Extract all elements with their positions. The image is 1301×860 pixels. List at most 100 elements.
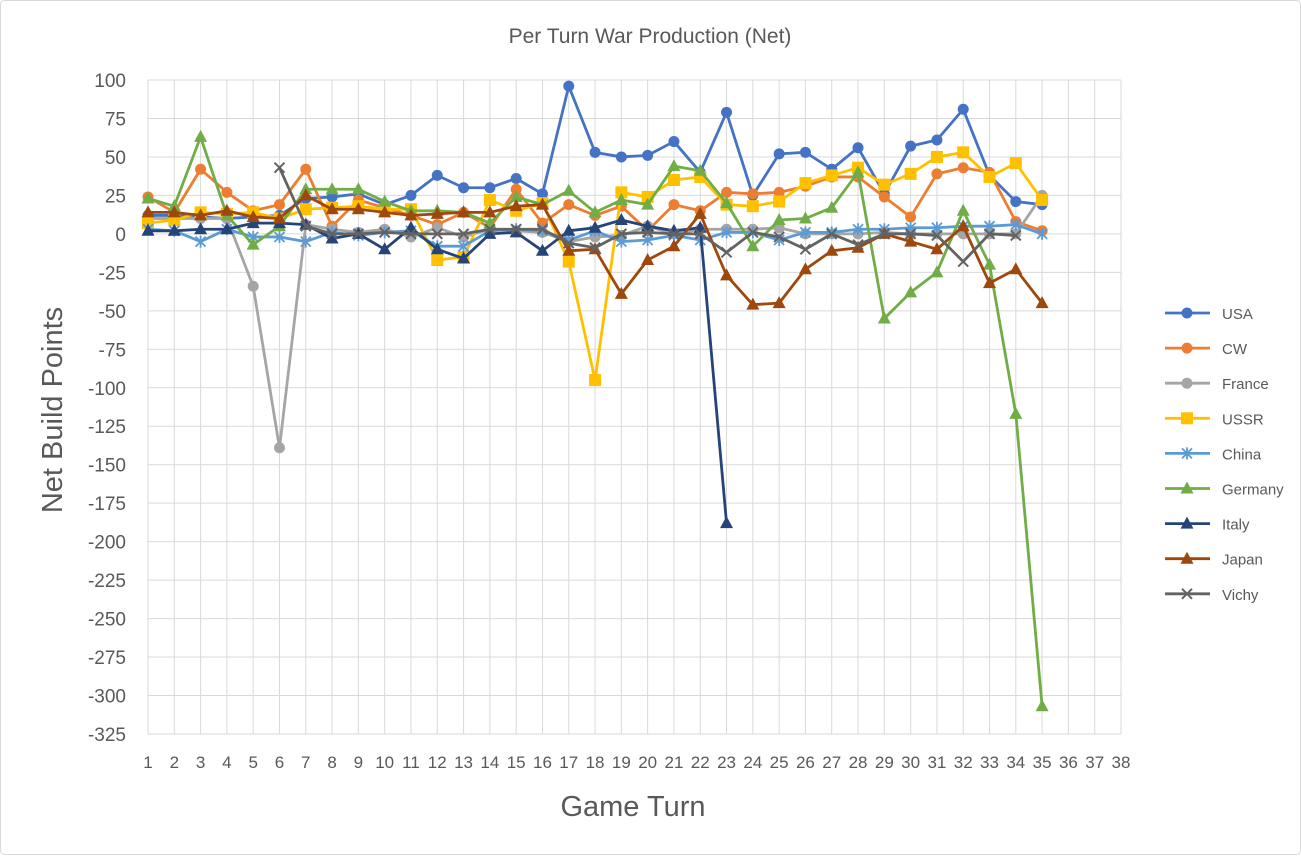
x-tick-label: 23 bbox=[717, 753, 736, 772]
data-point bbox=[247, 280, 259, 292]
data-point bbox=[1010, 196, 1022, 208]
data-point bbox=[747, 226, 759, 239]
x-tick-label: 17 bbox=[559, 753, 578, 772]
data-point bbox=[905, 140, 917, 152]
data-point bbox=[273, 442, 285, 454]
x-tick-label: 24 bbox=[743, 753, 762, 772]
x-tick-label: 9 bbox=[354, 753, 363, 772]
data-point bbox=[798, 262, 812, 275]
data-point bbox=[378, 242, 392, 255]
data-point bbox=[957, 146, 970, 159]
x-tick-label: 26 bbox=[796, 753, 815, 772]
data-point bbox=[167, 199, 181, 212]
data-point bbox=[667, 239, 681, 252]
data-point bbox=[405, 189, 417, 201]
data-point bbox=[641, 226, 654, 239]
x-tick-label: 38 bbox=[1112, 753, 1131, 772]
x-tick-label: 18 bbox=[586, 753, 605, 772]
data-point bbox=[510, 223, 522, 235]
data-point bbox=[878, 191, 890, 203]
data-point bbox=[589, 374, 602, 387]
x-tick-label: 1 bbox=[143, 753, 152, 772]
x-tick-label: 36 bbox=[1059, 753, 1078, 772]
data-point bbox=[956, 219, 970, 232]
data-point bbox=[667, 159, 681, 172]
data-point bbox=[588, 220, 602, 233]
data-point bbox=[562, 255, 575, 268]
data-point bbox=[720, 196, 734, 209]
data-point bbox=[194, 235, 207, 248]
data-point bbox=[457, 228, 470, 240]
data-point bbox=[615, 151, 627, 163]
data-point bbox=[904, 234, 918, 247]
data-point bbox=[721, 106, 733, 118]
legend-label: USSR bbox=[1222, 411, 1264, 428]
data-point bbox=[957, 162, 969, 174]
data-point bbox=[667, 174, 680, 187]
legend-marker bbox=[1181, 447, 1193, 460]
legend-marker bbox=[1181, 377, 1193, 389]
data-point bbox=[457, 240, 470, 253]
x-tick-label: 5 bbox=[248, 753, 257, 772]
data-point bbox=[589, 242, 601, 254]
legend-label: Italy bbox=[1222, 517, 1250, 534]
data-point bbox=[378, 226, 391, 239]
data-point bbox=[457, 205, 471, 218]
y-tick-label: -125 bbox=[88, 417, 126, 438]
x-tick-label: 19 bbox=[612, 753, 631, 772]
data-point bbox=[536, 188, 548, 200]
data-point bbox=[1009, 406, 1023, 419]
data-point bbox=[1009, 157, 1022, 170]
data-point bbox=[931, 168, 943, 180]
data-point bbox=[535, 243, 549, 256]
data-point bbox=[300, 220, 312, 232]
data-point bbox=[930, 265, 944, 278]
y-tick-label: 50 bbox=[105, 148, 126, 169]
data-point bbox=[878, 228, 891, 240]
data-point bbox=[273, 230, 286, 243]
legend-label: USA bbox=[1222, 306, 1253, 323]
data-point bbox=[904, 228, 917, 240]
data-point bbox=[825, 200, 839, 213]
y-tick-label: -300 bbox=[88, 687, 126, 708]
data-point bbox=[905, 211, 917, 223]
data-point bbox=[299, 188, 313, 201]
y-tick-label: -325 bbox=[88, 725, 126, 746]
data-point bbox=[826, 228, 838, 240]
data-point bbox=[773, 148, 785, 160]
data-point bbox=[431, 254, 444, 267]
data-point bbox=[404, 208, 418, 221]
data-point bbox=[1010, 229, 1022, 242]
data-point bbox=[563, 199, 575, 211]
y-tick-label: -50 bbox=[99, 302, 126, 323]
data-point bbox=[931, 134, 943, 146]
data-point bbox=[799, 243, 812, 255]
data-point bbox=[668, 136, 680, 148]
legend-item-germany: Germany bbox=[1165, 481, 1284, 499]
data-point bbox=[799, 146, 811, 158]
data-point bbox=[773, 186, 785, 198]
data-point bbox=[325, 202, 339, 215]
data-point bbox=[326, 228, 338, 240]
data-point bbox=[773, 195, 786, 208]
data-point bbox=[510, 183, 522, 195]
x-tick-label: 2 bbox=[170, 753, 179, 772]
x-tick-label: 29 bbox=[875, 753, 894, 772]
data-point bbox=[220, 203, 234, 216]
x-tick-label: 4 bbox=[222, 753, 231, 772]
data-point bbox=[484, 182, 496, 194]
data-point bbox=[825, 169, 838, 182]
data-point bbox=[614, 193, 628, 206]
chart-title: Per Turn War Production (Net) bbox=[509, 25, 792, 48]
x-tick-label: 28 bbox=[849, 753, 868, 772]
data-point bbox=[536, 223, 549, 235]
data-point bbox=[272, 211, 286, 224]
data-point bbox=[851, 240, 865, 253]
legend-marker bbox=[1180, 551, 1194, 564]
legend-label: Japan bbox=[1222, 552, 1263, 569]
legend-label: Germany bbox=[1222, 482, 1284, 499]
data-point bbox=[509, 199, 523, 212]
legend-label: Vichy bbox=[1222, 587, 1259, 604]
data-point bbox=[721, 186, 733, 198]
